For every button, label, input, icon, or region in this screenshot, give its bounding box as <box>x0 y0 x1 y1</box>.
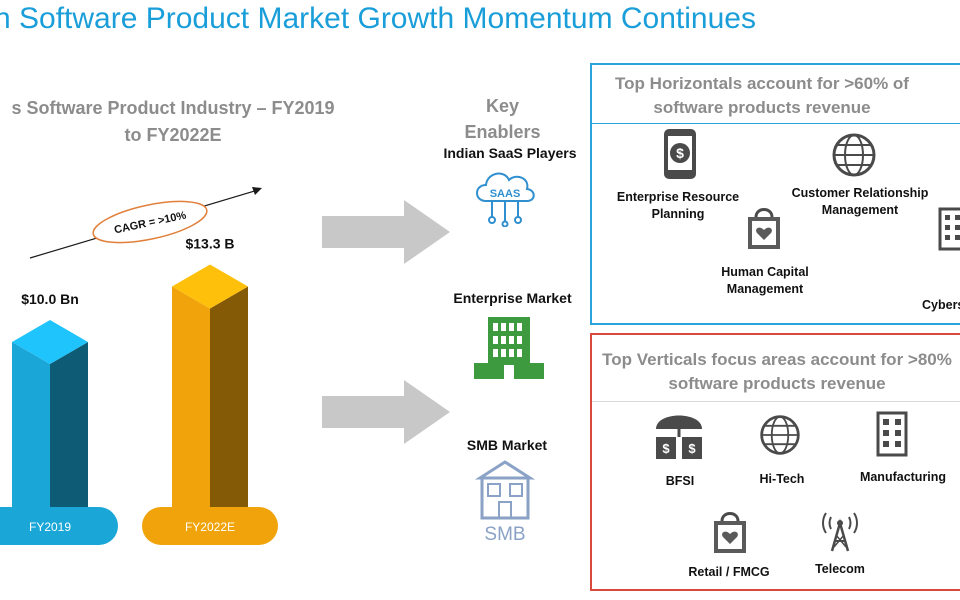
horizontals-heading-line2: software products revenue <box>653 98 871 117</box>
right-arrow-icon <box>322 380 450 444</box>
enabler-saas-label: Indian SaaS Players <box>443 145 577 161</box>
bar-right-face <box>50 342 88 532</box>
verticals-heading-line1: Top Verticals focus areas account for >8… <box>602 350 952 369</box>
horizontal-cyber-line1: Cybers <box>922 298 960 312</box>
saas-icon-text: SAAS <box>490 188 521 200</box>
right-arrow-icon <box>322 200 450 264</box>
bfsi-icon-dollar-left: $ <box>662 441 670 456</box>
horizontals-panel: Top Horizontals account for >60% of soft… <box>590 63 960 325</box>
cagr-arrowhead <box>252 187 262 195</box>
key-enablers-title-line2: Enablers <box>464 122 541 142</box>
category-pill <box>142 507 278 545</box>
office-building-icon <box>474 317 544 379</box>
bar-top-face <box>12 320 88 364</box>
horizontals-divider <box>592 123 960 124</box>
key-enablers-title-line1: Key <box>485 96 520 116</box>
bar-top-face <box>172 264 248 309</box>
bar-right-face <box>210 286 248 532</box>
shopping-bag-heart-icon <box>748 208 780 249</box>
bar-left-face <box>172 286 210 532</box>
horizontal-item-hcm: Human Capital Management <box>702 264 828 298</box>
verticals-panel: Top Verticals focus areas account for >8… <box>590 333 960 591</box>
enabler-enterprise-label: Enterprise Market <box>453 290 572 306</box>
horizontal-hcm-line2: Management <box>726 282 804 296</box>
horizontal-erp-line2: Planning <box>651 207 705 221</box>
mobile-dollar-icon: $ <box>664 129 696 179</box>
vertical-item-manufacturing: Manufacturing <box>859 470 947 484</box>
category-pill <box>0 507 118 545</box>
chart-title: s Software Product Industry – FY2019 to … <box>0 95 358 149</box>
verticals-heading-line2: software products revenue <box>668 374 886 393</box>
chart-title-line2: to FY2022E <box>124 125 222 145</box>
vertical-item-telecom: Telecom <box>815 562 865 576</box>
horizontal-erp-line1: Enterprise Resource <box>616 190 740 204</box>
vertical-item-retail: Retail / FMCG <box>688 565 770 579</box>
smb-icon-text: SMB <box>484 524 525 545</box>
horizontal-hcm-line1: Human Capital <box>721 265 809 279</box>
bfsi-icon-dollar-right: $ <box>688 441 696 456</box>
horizontal-item-cyber: Cybers <box>922 297 960 314</box>
antenna-tower-icon <box>822 512 858 552</box>
globe-network-icon <box>832 133 876 177</box>
cagr-ellipse <box>92 200 208 244</box>
key-enablers-title: Key Enablers <box>450 93 555 145</box>
horizontal-item-erp: Enterprise Resource Planning <box>610 189 746 223</box>
category-label: FY2022E <box>185 520 235 534</box>
saas-cloud-icon: SAAS <box>476 172 535 227</box>
category-label: FY2019 <box>29 520 71 534</box>
building-icon <box>938 207 960 251</box>
horizontal-item-crm: Customer Relationship Management <box>786 185 934 219</box>
factory-building-icon <box>876 411 908 457</box>
bar-value-label: $13.3 B <box>185 236 234 252</box>
horizontal-crm-line1: Customer Relationship <box>791 186 929 200</box>
shopping-bag-heart-icon <box>714 512 746 553</box>
bar-value-label: $10.0 Bn <box>21 291 79 307</box>
page-title: n Software Product Market Growth Momentu… <box>0 2 756 35</box>
horizontals-heading: Top Horizontals account for >60% of soft… <box>592 72 932 120</box>
vertical-item-bfsi: BFSI <box>665 474 695 488</box>
svg-text:$: $ <box>676 145 684 161</box>
storefront-icon: SMB <box>474 460 536 545</box>
enabler-smb-label: SMB Market <box>466 437 548 453</box>
umbrella-money-icon: $ $ <box>656 415 702 459</box>
vertical-item-hitech: Hi-Tech <box>759 472 805 486</box>
chart-title-line1: s Software Product Industry – FY2019 <box>11 98 335 118</box>
globe-network-icon <box>760 415 800 455</box>
horizontal-crm-line2: Management <box>821 203 899 217</box>
verticals-heading: Top Verticals focus areas account for >8… <box>592 348 960 396</box>
horizontals-heading-line1: Top Horizontals account for >60% of <box>615 74 909 93</box>
verticals-divider <box>592 401 960 402</box>
bar-left-face <box>12 342 50 532</box>
